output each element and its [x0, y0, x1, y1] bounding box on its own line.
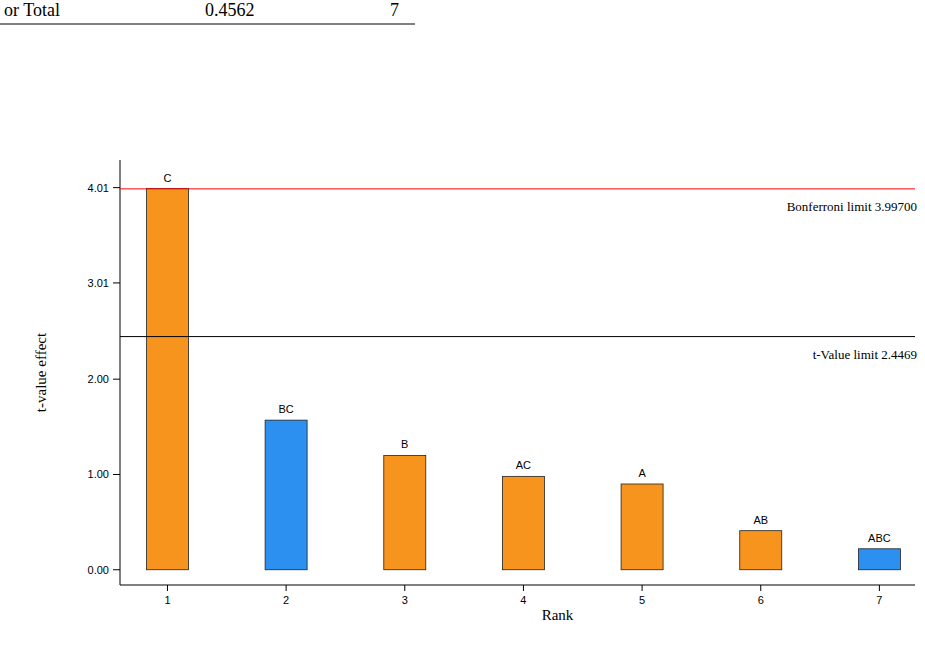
- x-tick-label: 1: [164, 594, 170, 606]
- y-tick-label: 4.01: [88, 182, 109, 194]
- x-axis: [120, 585, 915, 586]
- x-tick-label: 3: [402, 594, 408, 606]
- annotation: or Total: [4, 0, 60, 20]
- term-label: B: [401, 438, 408, 450]
- term-label: BC: [278, 403, 293, 415]
- y-axis: [120, 160, 121, 585]
- bar: [621, 484, 663, 570]
- term-label: ABC: [868, 532, 891, 544]
- bar: [858, 549, 900, 570]
- x-tick: [760, 585, 761, 591]
- y-tick: [113, 282, 120, 283]
- x-tick: [167, 585, 168, 591]
- x-tick: [404, 585, 405, 591]
- table-rule: [0, 24, 415, 25]
- bar: [265, 420, 307, 570]
- reference-label: Bonferroni limit 3.99700: [787, 199, 917, 214]
- y-tick: [113, 379, 120, 380]
- term-label: AB: [753, 514, 768, 526]
- x-tick: [286, 585, 287, 591]
- x-tick: [879, 585, 880, 591]
- y-tick: [113, 187, 120, 188]
- y-tick-label: 2.00: [88, 373, 109, 385]
- x-tick: [523, 585, 524, 591]
- y-axis-title: t-value effect: [33, 332, 49, 412]
- y-tick-label: 1.00: [88, 468, 109, 480]
- bar: [384, 455, 426, 569]
- term-label: AC: [516, 459, 531, 471]
- term-label: C: [163, 172, 171, 184]
- x-tick-label: 2: [283, 594, 289, 606]
- term-label: A: [638, 467, 646, 479]
- chart: or Total 0.4562 7 0.00 1.00 2.00 3.01 4.01 1 2 3 4 5…: [0, 0, 925, 655]
- y-tick-label: 3.01: [88, 277, 109, 289]
- x-tick-label: 7: [876, 594, 882, 606]
- bar: [502, 476, 544, 569]
- bar: [146, 189, 188, 570]
- x-axis-title: Rank: [542, 607, 574, 623]
- annotation: 7: [390, 0, 399, 20]
- y-tick: [113, 474, 120, 475]
- y-tick-label: 0.00: [88, 564, 109, 576]
- y-tick: [113, 569, 120, 570]
- annotation: 0.4562: [205, 0, 255, 20]
- reference-line: [120, 188, 915, 189]
- bar: [740, 531, 782, 570]
- x-tick-label: 4: [520, 594, 526, 606]
- x-tick-label: 6: [758, 594, 764, 606]
- x-tick-label: 5: [639, 594, 645, 606]
- reference-line: [120, 336, 915, 337]
- reference-label: t-Value limit 2.4469: [813, 347, 917, 362]
- x-tick: [642, 585, 643, 591]
